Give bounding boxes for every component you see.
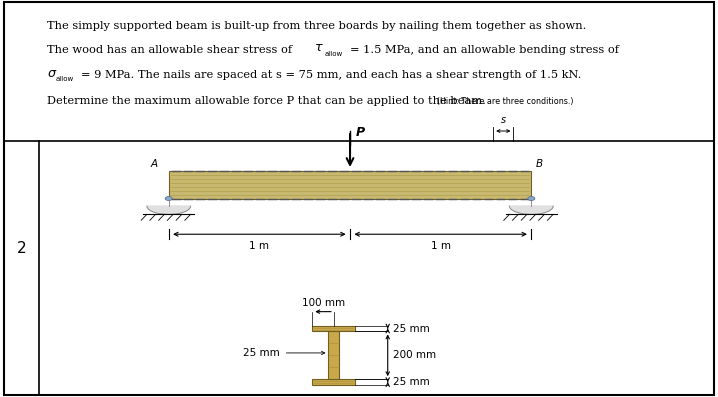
Text: B: B [536, 159, 543, 169]
Bar [169, 171, 531, 198]
Bar [329, 331, 339, 379]
Polygon shape [147, 206, 190, 214]
Text: 25 mm: 25 mm [393, 377, 430, 387]
Text: The wood has an allowable shear stress of: The wood has an allowable shear stress o… [47, 44, 295, 55]
Text: 25 mm: 25 mm [243, 348, 280, 358]
Text: = 1.5 MPa, and an allowable bending stress of: = 1.5 MPa, and an allowable bending stre… [350, 44, 619, 55]
Text: allow: allow [56, 76, 74, 83]
Text: $\tau$: $\tau$ [314, 41, 325, 54]
Circle shape [528, 197, 535, 200]
Text: 200 mm: 200 mm [393, 350, 437, 360]
Text: 1 m: 1 m [249, 241, 269, 251]
Text: 100 mm: 100 mm [302, 298, 345, 308]
Circle shape [165, 197, 172, 200]
Text: = 9 MPa. The nails are spaced at s = 75 mm, and each has a shear strength of 1.5: = 9 MPa. The nails are spaced at s = 75 … [81, 70, 582, 81]
Text: (Hint: There are three conditions.): (Hint: There are three conditions.) [437, 97, 573, 106]
Text: P: P [356, 126, 365, 139]
Bar [312, 326, 355, 331]
Text: The simply supported beam is built-up from three boards by nailing them together: The simply supported beam is built-up fr… [47, 21, 586, 31]
Text: A: A [151, 159, 158, 169]
Text: allow: allow [325, 51, 342, 58]
Bar [312, 379, 355, 385]
Text: 2: 2 [17, 241, 27, 256]
Text: $\sigma$: $\sigma$ [47, 67, 57, 80]
Text: 25 mm: 25 mm [393, 324, 430, 333]
Text: 1 m: 1 m [431, 241, 451, 251]
Text: s: s [500, 115, 506, 125]
Polygon shape [510, 206, 553, 214]
Text: Determine the maximum allowable force P that can be applied to the beam.: Determine the maximum allowable force P … [47, 96, 485, 106]
